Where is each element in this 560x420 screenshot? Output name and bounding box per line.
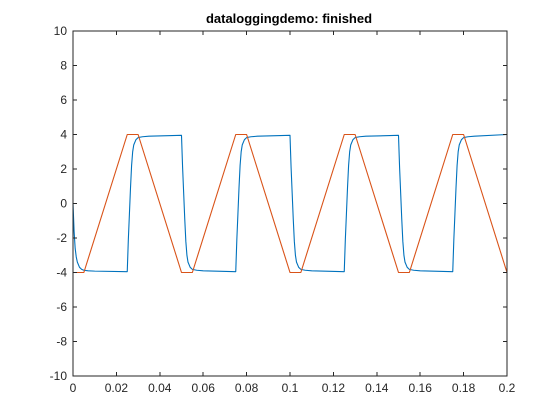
y-tick-label: -4: [56, 266, 67, 280]
y-tick-label: 0: [60, 197, 67, 211]
y-tick-label: -10: [50, 369, 68, 383]
series-line-1: [72, 133, 508, 273]
y-tick-label: 6: [60, 93, 67, 107]
x-tick-label: 0.12: [322, 381, 346, 395]
x-tick-label: 0.18: [452, 381, 476, 395]
x-tick-label: 0.04: [148, 381, 172, 395]
y-tick-label: 4: [60, 128, 67, 142]
series-group: [72, 133, 508, 274]
y-tick-label: -8: [56, 335, 67, 349]
x-axis: 0 0.02 0.04 0.06 0.08 0.1 0.12 0.14 0.16 0.18 0.2: [70, 31, 516, 395]
x-tick-label: 0.1: [282, 381, 299, 395]
y-tick-label: -6: [56, 300, 67, 314]
y-tick-label: -2: [56, 231, 67, 245]
y-tick-label: 2: [60, 162, 67, 176]
chart-title: dataloggingdemo: finished: [206, 11, 372, 26]
x-tick-label: 0: [70, 381, 77, 395]
x-tick-label: 0.2: [499, 381, 516, 395]
plot-box: [72, 30, 508, 377]
series-line-2: [73, 133, 508, 274]
y-tick-label: 10: [54, 24, 68, 38]
x-tick-label: 0.06: [192, 381, 216, 395]
x-tick-label: 0.08: [235, 381, 259, 395]
x-tick-label: 0.16: [409, 381, 433, 395]
y-axis: -10 -8 -6 -4 -2 0 2 4 6 8 10: [50, 24, 507, 383]
x-tick-label: 0.14: [365, 381, 389, 395]
y-tick-label: 8: [60, 59, 67, 73]
x-tick-label: 0.02: [105, 381, 129, 395]
plot-area: [73, 31, 507, 376]
